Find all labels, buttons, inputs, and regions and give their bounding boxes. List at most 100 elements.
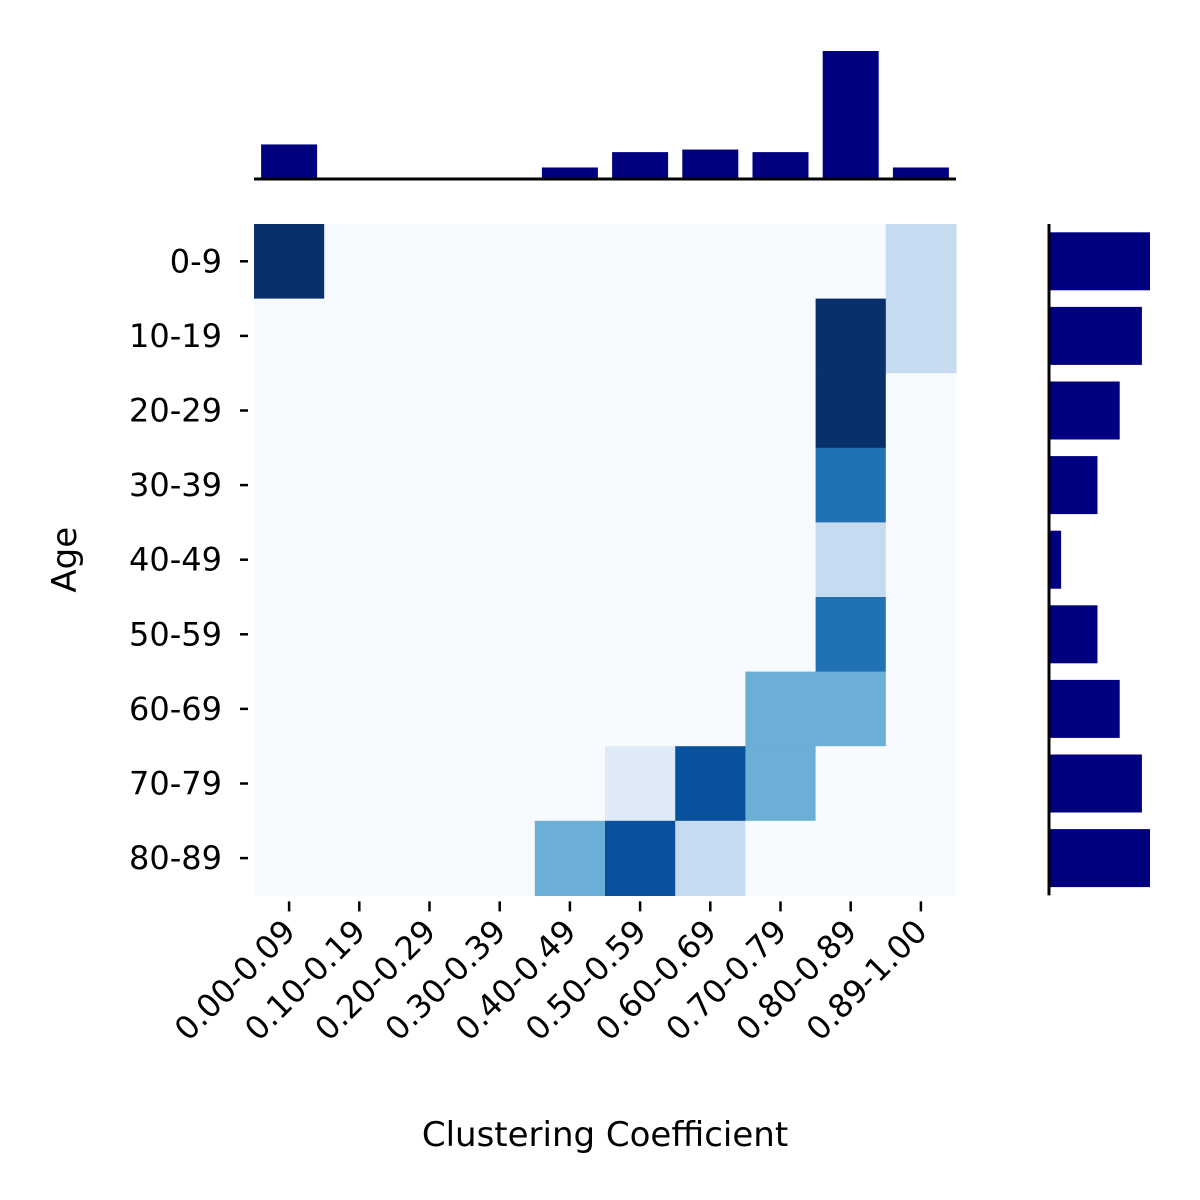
heatmap-cell [534, 373, 606, 449]
heatmap-cell [534, 447, 606, 523]
heatmap-cell [324, 597, 395, 673]
right-marginal-bar [1049, 829, 1150, 888]
y-axis-label: Age [45, 527, 85, 593]
heatmap-cell [605, 597, 676, 673]
heatmap-cell [324, 447, 395, 523]
heatmap-cell [675, 746, 746, 822]
heatmap-cell [745, 224, 817, 300]
y-tick-label: 50-59 [129, 615, 222, 653]
top-marginal-bar [682, 149, 739, 179]
heatmap-cell [324, 298, 395, 374]
heatmap-cell [745, 373, 817, 449]
heatmap-cell [605, 298, 676, 374]
heatmap-cell [324, 820, 395, 896]
heatmap-cell [605, 224, 676, 300]
heatmap-cell [464, 597, 536, 673]
y-tick-label: 20-29 [129, 392, 222, 430]
heatmap-cell [464, 820, 536, 896]
heatmap-cell [324, 671, 395, 747]
heatmap-cell [885, 298, 957, 374]
heatmap-cell [885, 373, 957, 449]
heatmap-grid [254, 224, 957, 896]
heatmap-cell [885, 820, 957, 896]
heatmap-cell [534, 820, 606, 896]
right-marginal-bar [1049, 456, 1098, 515]
heatmap-cell [885, 746, 957, 822]
heatmap-cell [324, 373, 395, 449]
heatmap-cell [254, 298, 325, 374]
right-marginal-histogram [1049, 232, 1150, 888]
heatmap-cell [675, 447, 746, 523]
y-tick-label: 80-89 [129, 839, 222, 877]
heatmap-cell [815, 820, 887, 896]
top-marginal-bar [822, 51, 879, 179]
heatmap-cell [885, 447, 957, 523]
heatmap-cell [675, 522, 746, 598]
heatmap-cell [815, 671, 887, 747]
heatmap-cell [464, 746, 536, 822]
heatmap-cell [745, 447, 817, 523]
heatmap-cell [745, 522, 817, 598]
heatmap-cell [815, 597, 887, 673]
heatmap-cell [394, 224, 466, 300]
heatmap-cell [605, 671, 676, 747]
right-marginal-bar [1049, 381, 1120, 440]
top-marginal-bar [541, 167, 598, 179]
heatmap-cell [605, 820, 676, 896]
heatmap-cell [324, 522, 395, 598]
y-tick-label: 0-9 [170, 242, 222, 280]
heatmap-cell [675, 373, 746, 449]
top-marginal-bar [752, 152, 809, 179]
heatmap-cell [254, 820, 325, 896]
heatmap-cell [464, 298, 536, 374]
right-marginal-bar [1049, 679, 1120, 738]
heatmap-cell [605, 746, 676, 822]
right-marginal-bar [1049, 232, 1150, 291]
heatmap-cell [394, 373, 466, 449]
heatmap-cell [534, 671, 606, 747]
heatmap-cell [885, 224, 957, 300]
right-marginal-bar [1049, 754, 1142, 813]
heatmap-cell [815, 298, 887, 374]
heatmap-cell [534, 298, 606, 374]
y-tick-label: 30-39 [129, 466, 222, 504]
heatmap-cell [254, 373, 325, 449]
y-tick-label: 40-49 [129, 541, 222, 579]
heatmap-cell [745, 820, 817, 896]
heatmap-cell [394, 820, 466, 896]
heatmap-cell [745, 597, 817, 673]
heatmap-cell [394, 522, 466, 598]
heatmap-cell [815, 522, 887, 598]
heatmap-cell [464, 373, 536, 449]
heatmap-cell [254, 224, 325, 300]
heatmap-cell [815, 447, 887, 523]
heatmap-cell [534, 522, 606, 598]
heatmap-cell [534, 597, 606, 673]
heatmap-cell [324, 746, 395, 822]
heatmap-cell [605, 522, 676, 598]
right-marginal-bar [1049, 306, 1142, 365]
heatmap-cell [464, 447, 536, 523]
heatmap-cell [675, 224, 746, 300]
heatmap-cell [885, 522, 957, 598]
y-tick-label: 70-79 [129, 765, 222, 803]
heatmap-cell [885, 597, 957, 673]
y-tick-label: 60-69 [129, 690, 222, 728]
heatmap-cell [254, 522, 325, 598]
y-tick-label: 10-19 [129, 317, 222, 355]
heatmap-cell [675, 597, 746, 673]
heatmap-cell [534, 224, 606, 300]
heatmap-cell [254, 746, 325, 822]
heatmap-cell [675, 820, 746, 896]
heatmap-cell [745, 298, 817, 374]
heatmap-cell [815, 373, 887, 449]
heatmap-cell [605, 373, 676, 449]
x-axis-ticks: 0.00-0.090.10-0.190.20-0.290.30-0.390.40… [167, 901, 935, 1048]
heatmap-cell [885, 671, 957, 747]
heatmap-cell [745, 746, 817, 822]
heatmap-cell [324, 224, 395, 300]
heatmap-cell [254, 447, 325, 523]
heatmap-cell [394, 298, 466, 374]
heatmap-cell [464, 224, 536, 300]
